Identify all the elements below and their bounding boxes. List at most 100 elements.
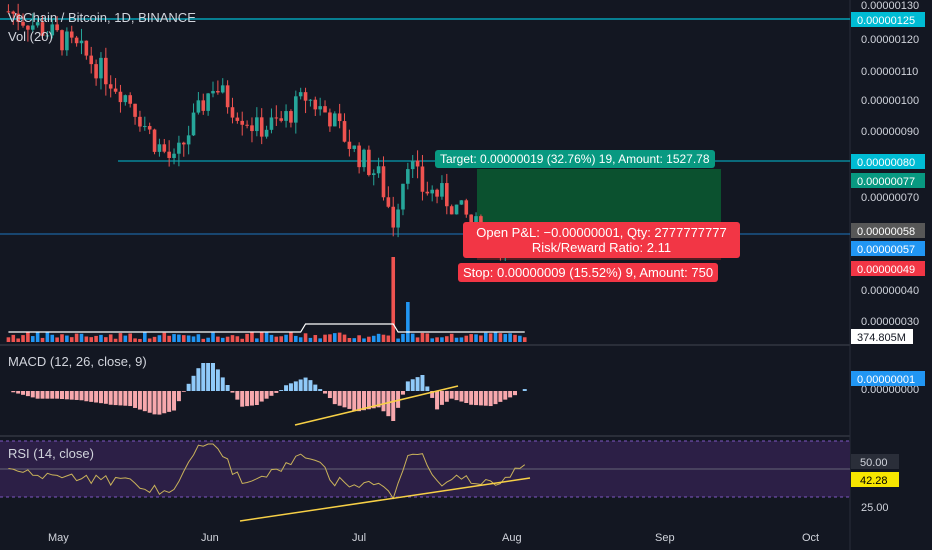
volume-bar	[440, 337, 444, 342]
badge-entry	[851, 223, 925, 238]
badge-rsi-value-text: 42.28	[860, 475, 888, 487]
macd-bar	[45, 391, 50, 399]
candle-body	[181, 142, 186, 145]
macd-bar	[493, 391, 498, 405]
badge-volume-text: 374.805M	[857, 332, 906, 344]
volume-bar	[410, 333, 415, 342]
candle-body	[55, 24, 59, 31]
volume-bar	[464, 335, 469, 342]
macd-bar	[79, 391, 84, 401]
volume-bar	[347, 337, 352, 342]
candle-body	[332, 113, 337, 127]
candle-body	[240, 120, 245, 125]
volume-bar	[162, 332, 167, 342]
open-pnl-box[interactable]: Open P&L: −0.00000001, Qty: 2777777777 R…	[463, 222, 740, 258]
badge-macd	[851, 371, 925, 386]
candle-body	[186, 135, 191, 145]
macd-bar	[513, 391, 517, 396]
candle-body	[255, 117, 259, 132]
volume-bar	[35, 332, 40, 342]
candle-body	[308, 99, 313, 101]
macd-bar	[254, 391, 259, 405]
candle-body	[274, 117, 279, 119]
macd-trendline[interactable]	[294, 385, 459, 426]
volume-bar	[11, 334, 16, 342]
open-pnl-label: Open P&L: −0.00000001, Qty: 2777777777	[476, 225, 727, 240]
price-tick: 0.00000040	[861, 285, 919, 297]
macd-bar	[152, 391, 157, 415]
price-tick: 0.00000110	[861, 66, 918, 78]
volume-bar	[211, 332, 215, 342]
macd-bar	[230, 391, 235, 393]
volume-bar	[55, 337, 59, 342]
macd-bar	[206, 363, 211, 391]
macd-histogram	[11, 363, 527, 421]
macd-label[interactable]: MACD (12, 26, close, 9)	[8, 354, 147, 369]
candle-body	[65, 31, 69, 51]
volume-bar	[245, 333, 249, 342]
candle-body	[250, 125, 254, 132]
candle-body	[177, 142, 181, 154]
volume-bar	[94, 335, 98, 342]
time-tick: Aug	[502, 532, 522, 544]
candle-body	[30, 25, 35, 30]
volume-bar	[40, 337, 45, 342]
macd-bar	[347, 391, 352, 409]
candle-body	[269, 117, 274, 130]
macd-bar	[35, 391, 40, 399]
candle-body	[26, 25, 30, 30]
volume-bar	[445, 336, 449, 342]
volume-bar	[279, 336, 283, 342]
badge-resistance	[851, 12, 925, 27]
volume-bar	[60, 334, 64, 342]
macd-bar	[25, 391, 30, 397]
candle-body	[440, 183, 444, 197]
candle-body	[362, 149, 366, 168]
macd-bar	[186, 383, 191, 391]
volume-bar	[401, 333, 405, 342]
volume-bar	[74, 333, 79, 342]
volume-bar	[493, 332, 498, 342]
macd-bar	[288, 383, 293, 391]
rsi-trendline[interactable]	[239, 477, 531, 522]
candle-body	[449, 206, 454, 215]
volume-label[interactable]: Vol (20)	[8, 29, 53, 44]
volume-bar	[50, 334, 55, 342]
volume-series	[6, 257, 527, 342]
volume-bar	[289, 332, 293, 342]
macd-bar	[400, 391, 405, 395]
price-tick: 0.00000120	[861, 34, 919, 46]
macd-bar	[318, 389, 323, 391]
macd-bar	[55, 391, 60, 399]
stop-label[interactable]: Stop: 0.00000009 (15.52%) 9, Amount: 750	[458, 263, 719, 282]
volume-ma-line	[8, 323, 525, 333]
rsi-label[interactable]: RSI (14, close)	[8, 446, 94, 461]
volume-bar	[313, 335, 318, 342]
candle-body	[220, 85, 225, 93]
volume-bar	[235, 336, 240, 342]
volume-bar	[332, 333, 337, 342]
candle-body	[459, 200, 464, 205]
candle-body	[152, 129, 157, 152]
candle-body	[381, 166, 386, 198]
price-tick: 0.00000100	[861, 95, 919, 107]
macd-bar	[220, 377, 225, 391]
volume-bar	[391, 257, 396, 342]
candle-body	[94, 64, 98, 79]
candle-body	[16, 13, 20, 22]
macd-bar	[464, 391, 469, 403]
volume-bar	[186, 335, 191, 342]
volume-bar	[230, 335, 235, 342]
macd-bar	[74, 391, 79, 400]
macd-bar	[118, 391, 123, 406]
volume-bar	[99, 334, 103, 342]
macd-bar	[444, 391, 449, 402]
chart-title[interactable]: VeChain / Bitcoin, 1D, BINANCE	[8, 10, 196, 25]
candle-body	[172, 153, 176, 158]
volume-bar	[415, 337, 420, 342]
volume-bar	[255, 338, 259, 342]
candle-body	[40, 22, 45, 36]
target-label[interactable]: Target: 0.00000019 (32.76%) 19, Amount: …	[435, 150, 715, 168]
time-tick: Jul	[352, 532, 366, 544]
candle-body	[143, 126, 147, 128]
